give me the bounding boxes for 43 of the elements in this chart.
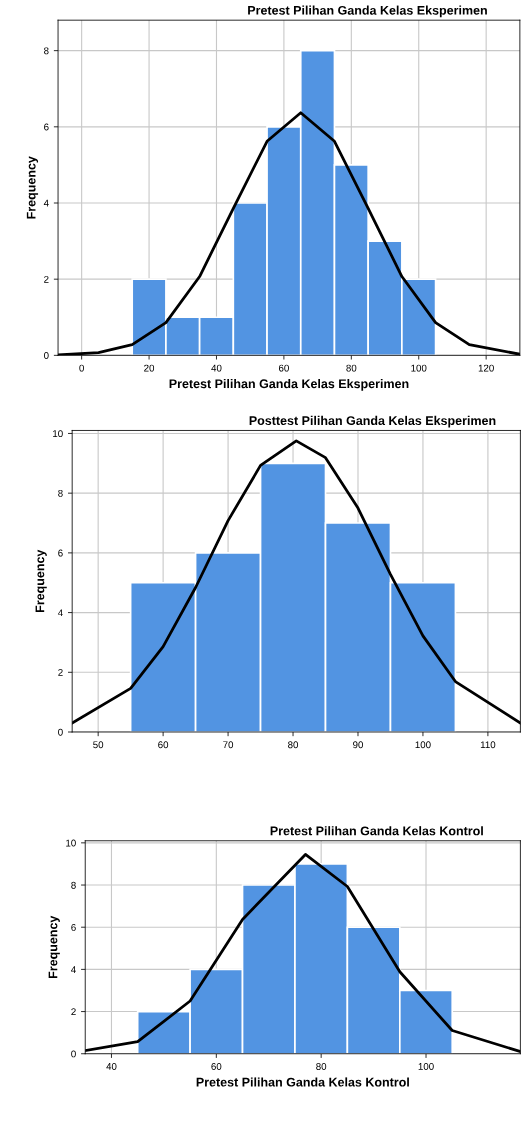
x-tick-label: 100 xyxy=(418,1063,434,1070)
x-tick-label: 80 xyxy=(346,364,357,372)
chart-title: Posttest Pilihan Ganda Kelas Eksperimen xyxy=(249,415,496,428)
y-tick-label: 8 xyxy=(58,489,63,497)
y-tick-label: 8 xyxy=(71,881,76,889)
y-tick-label: 0 xyxy=(71,1050,76,1058)
x-tick-label: 20 xyxy=(144,364,155,372)
x-axis-title: Pretest Pilihan Ganda Kelas Eksperimen xyxy=(169,379,409,391)
chart-title: Pretest Pilihan Ganda Kelas Eksperimen xyxy=(248,5,487,18)
x-axis-title: Pretest Pilihan Ganda Kelas Kontrol xyxy=(196,1077,409,1087)
x-tick-label: 60 xyxy=(211,1063,222,1070)
y-tick-label: 2 xyxy=(58,669,63,676)
x-tick-label: 60 xyxy=(278,364,289,372)
y-axis-title: Frequency xyxy=(35,549,47,613)
x-tick-label: 70 xyxy=(223,741,234,749)
x-tick-label: 80 xyxy=(288,741,299,749)
x-tick-label: 0 xyxy=(79,364,84,372)
y-tick-label: 4 xyxy=(43,199,49,207)
y-axis-title: Frequency xyxy=(48,915,60,979)
x-tick-label: 90 xyxy=(353,741,364,749)
x-tick-label: 100 xyxy=(411,364,427,372)
y-tick-label: 8 xyxy=(44,47,49,55)
y-tick-label: 10 xyxy=(66,839,76,847)
x-tick-label: 50 xyxy=(93,741,104,749)
y-axis-title: Frequency xyxy=(26,156,39,219)
chart-title: Pretest Pilihan Ganda Kelas Kontrol xyxy=(270,826,483,836)
x-tick-label: 100 xyxy=(415,741,431,749)
y-tick-label: 2 xyxy=(44,275,49,283)
y-tick-label: 4 xyxy=(57,609,63,617)
x-tick-label: 60 xyxy=(158,741,169,749)
y-tick-label: 6 xyxy=(44,123,49,131)
y-tick-label: 0 xyxy=(58,728,63,736)
x-tick-label: 120 xyxy=(478,364,494,372)
x-tick-label: 40 xyxy=(106,1063,117,1070)
y-tick-label: 6 xyxy=(58,549,63,557)
x-tick-label: 80 xyxy=(316,1063,327,1070)
y-tick-label: 6 xyxy=(71,923,76,931)
x-tick-label: 40 xyxy=(211,364,222,372)
y-tick-label: 10 xyxy=(53,430,63,438)
x-tick-label: 110 xyxy=(480,741,496,749)
y-tick-label: 2 xyxy=(71,1008,76,1016)
y-tick-label: 0 xyxy=(44,352,49,359)
y-tick-label: 4 xyxy=(71,966,76,973)
